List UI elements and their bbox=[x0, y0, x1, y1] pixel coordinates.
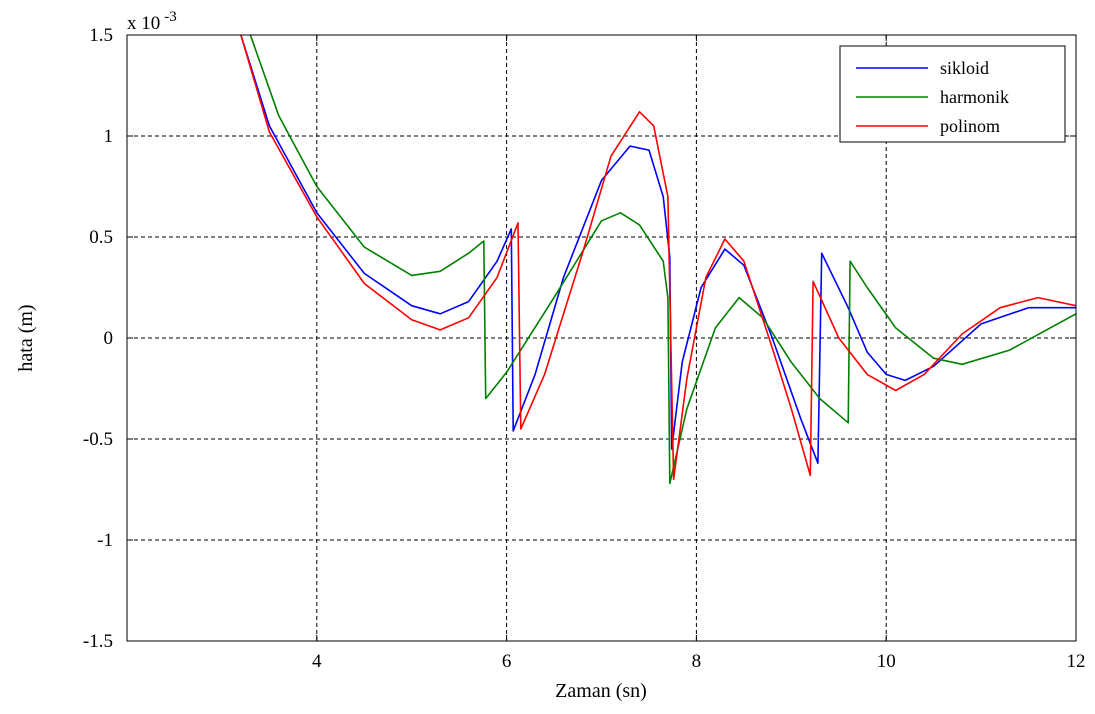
y-tick-label: -1.5 bbox=[83, 631, 113, 652]
exponent-label: x 10 -3 bbox=[127, 9, 177, 34]
y-tick-label: 0 bbox=[104, 328, 114, 349]
y-tick-label: 0.5 bbox=[89, 227, 113, 248]
legend-label-harmonik: harmonik bbox=[940, 87, 1009, 107]
y-tick-label: 1.5 bbox=[89, 25, 113, 46]
x-tick-label: 4 bbox=[312, 651, 322, 672]
x-tick-label: 10 bbox=[877, 651, 896, 672]
y-axis-label: hata (m) bbox=[15, 304, 37, 371]
legend-label-polinom: polinom bbox=[940, 116, 1000, 136]
x-tick-label: 12 bbox=[1067, 651, 1086, 672]
legend-label-sikloid: sikloid bbox=[940, 58, 989, 78]
x-tick-label: 8 bbox=[692, 651, 702, 672]
y-tick-label: -0.5 bbox=[83, 429, 113, 450]
y-tick-label: 1 bbox=[104, 126, 114, 147]
x-axis-label: Zaman (sn) bbox=[555, 680, 647, 702]
x-tick-label: 6 bbox=[502, 651, 512, 672]
legend: sikloid harmonik polinom bbox=[840, 46, 1065, 142]
y-tick-label: -1 bbox=[97, 530, 113, 551]
